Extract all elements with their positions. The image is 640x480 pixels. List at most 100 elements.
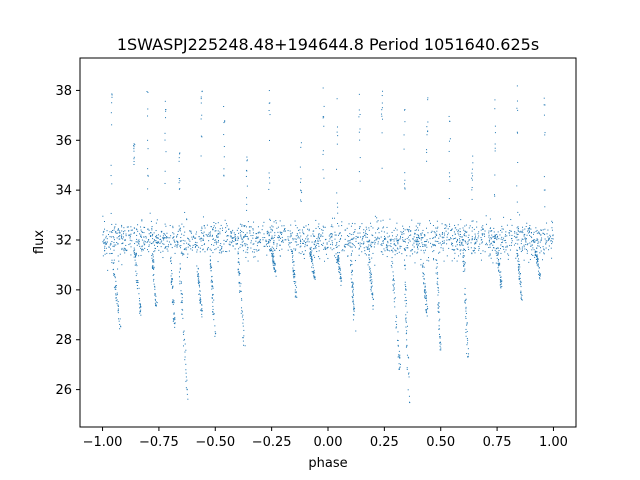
data-point [337, 257, 339, 259]
data-point [461, 236, 463, 238]
data-point [206, 249, 208, 251]
data-point [152, 274, 154, 276]
data-point [169, 237, 171, 239]
data-point [139, 307, 141, 309]
data-point [537, 239, 539, 241]
data-point [516, 201, 518, 203]
data-point [346, 227, 348, 229]
data-point [139, 303, 141, 305]
data-point [389, 218, 391, 220]
data-point [167, 246, 169, 248]
data-point [437, 294, 439, 296]
data-point [323, 116, 325, 118]
data-point [243, 335, 245, 337]
data-point [269, 250, 271, 252]
data-point [155, 295, 157, 297]
data-point [439, 345, 441, 347]
data-point [133, 143, 135, 145]
data-point [503, 237, 505, 239]
data-point [423, 272, 425, 274]
data-point [370, 287, 372, 289]
data-point [268, 239, 270, 241]
data-point [406, 311, 408, 313]
data-point [452, 235, 454, 237]
data-point [351, 246, 353, 248]
data-point [331, 234, 333, 236]
data-point [358, 131, 360, 133]
data-point [466, 243, 468, 245]
data-point [199, 238, 201, 240]
data-point [238, 281, 240, 283]
data-point [316, 251, 318, 253]
data-point [399, 363, 401, 365]
data-point [259, 241, 261, 243]
data-point [211, 266, 213, 268]
data-point [358, 171, 360, 173]
data-point [304, 246, 306, 248]
data-point [450, 230, 452, 232]
data-point [247, 221, 249, 223]
data-point [239, 291, 241, 293]
data-point [120, 325, 122, 327]
data-point [482, 241, 483, 243]
data-point [170, 235, 172, 237]
data-point [153, 283, 155, 285]
data-point [322, 169, 324, 171]
data-point [424, 234, 426, 236]
data-point [205, 234, 207, 236]
data-point [139, 245, 141, 247]
data-point [497, 253, 499, 255]
data-point [117, 243, 119, 245]
data-point [536, 229, 538, 231]
data-point [102, 241, 104, 243]
data-point [143, 232, 145, 234]
data-point [200, 229, 202, 231]
data-point [517, 263, 519, 265]
data-point [391, 257, 393, 259]
data-point [435, 234, 437, 236]
data-point [197, 282, 199, 284]
data-point [339, 239, 341, 241]
data-point [498, 238, 500, 240]
data-point [147, 115, 149, 117]
data-point [317, 236, 319, 238]
data-point [215, 223, 217, 225]
data-point [119, 235, 121, 237]
data-point [351, 270, 353, 272]
data-point [517, 243, 519, 245]
data-point [199, 309, 201, 311]
data-point [241, 241, 243, 243]
data-point [372, 308, 374, 310]
data-point [200, 240, 202, 242]
data-point [412, 244, 414, 246]
data-point [331, 236, 333, 238]
data-point [228, 243, 230, 245]
data-point [171, 270, 173, 272]
data-point [381, 243, 383, 245]
data-point [337, 258, 339, 260]
data-point [190, 231, 192, 233]
data-point [533, 239, 535, 241]
data-point [161, 231, 163, 233]
data-point [200, 155, 202, 157]
data-point [110, 242, 112, 244]
data-point [103, 240, 105, 242]
data-point [280, 255, 282, 257]
data-point [294, 238, 296, 240]
x-tick-label: 0.00 [314, 435, 343, 450]
data-point [113, 242, 115, 244]
data-point [271, 249, 273, 251]
data-point [223, 168, 225, 170]
data-point [551, 238, 553, 240]
data-point [104, 242, 106, 244]
data-point [147, 228, 149, 230]
data-point [494, 249, 496, 251]
data-point [435, 267, 437, 269]
data-point [520, 297, 522, 299]
data-point [521, 249, 523, 251]
data-point [237, 269, 239, 271]
data-point [465, 224, 467, 226]
data-point [338, 240, 340, 242]
y-tick-label: 30 [55, 283, 72, 298]
data-point [458, 255, 460, 257]
